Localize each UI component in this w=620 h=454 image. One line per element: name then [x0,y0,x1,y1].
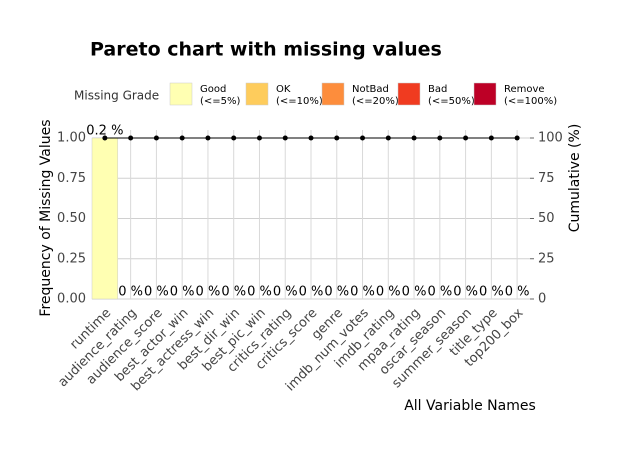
legend-title: Missing Grade [74,89,159,103]
y2-axis-title: Cumulative (%) [567,124,583,233]
legend-label: Remove [504,84,545,95]
value-label: 0 % [376,285,401,300]
value-label: 0 % [247,285,272,300]
y-tick-label: 1.00 [57,131,86,146]
value-label: 0 % [196,285,221,300]
y-axis-title: Frequency of Missing Values [38,119,54,316]
bar [91,137,119,300]
cumulative-point [256,135,262,141]
y2-tick-label: 50 [538,211,555,226]
cumulative-point [385,135,391,141]
cumulative-point [128,135,134,141]
cumulative-point [514,135,520,141]
cumulative-point [231,135,237,141]
value-label: 0 % [118,285,143,300]
y2-tick-label: 25 [538,251,555,266]
value-label: 0 % [479,285,504,300]
cumulative-point [334,135,340,141]
legend-swatch [473,82,497,106]
y-tick-label: 0.25 [57,251,86,266]
legend-swatch [169,82,193,106]
value-label: 0 % [350,285,375,300]
legend-label: (<=50%) [428,96,475,107]
legend-label: (<=5%) [200,96,241,107]
value-label: 0 % [273,285,298,300]
value-label: 0.2 % [86,124,123,139]
value-label: 0 % [324,285,349,300]
value-label: 0 % [402,285,427,300]
cumulative-point [437,135,443,141]
value-label: 0 % [144,285,169,300]
cumulative-point [179,135,185,141]
y-tick-label: 0.00 [57,292,86,307]
cumulative-point [463,135,469,141]
cumulative-point [411,135,417,141]
cumulative-point [308,135,314,141]
value-label: 0 % [170,285,195,300]
legend-label: (<=100%) [504,96,557,107]
y-tick-label: 0.50 [57,211,86,226]
cumulative-point [282,135,288,141]
cumulative-point [488,135,494,141]
cumulative-point [205,135,211,141]
y-tick-label: 0.75 [57,171,86,186]
legend-label: Good [200,84,226,95]
legend-label: (<=20%) [352,96,399,107]
legend-swatch [321,82,345,106]
legend-label: OK [276,84,291,95]
y2-tick-label: 100 [538,131,563,146]
legend-label: NotBad [352,84,389,95]
value-label: 0 % [427,285,452,300]
cumulative-point [153,135,159,141]
y2-tick-label: 0 [538,292,546,307]
value-label: 0 % [299,285,324,300]
legend-swatch [245,82,269,106]
legend-label: (<=10%) [276,96,323,107]
legend-swatch [397,82,421,106]
cumulative-point [360,135,366,141]
chart-title: Pareto chart with missing values [90,39,442,61]
cumulative-point [102,135,108,141]
y2-tick-label: 75 [538,171,555,186]
value-label: 0 % [221,285,246,300]
value-label: 0 % [453,285,478,300]
value-label: 0 % [505,285,530,300]
legend-label: Bad [428,84,447,95]
x-axis-title: All Variable Names [404,398,536,414]
